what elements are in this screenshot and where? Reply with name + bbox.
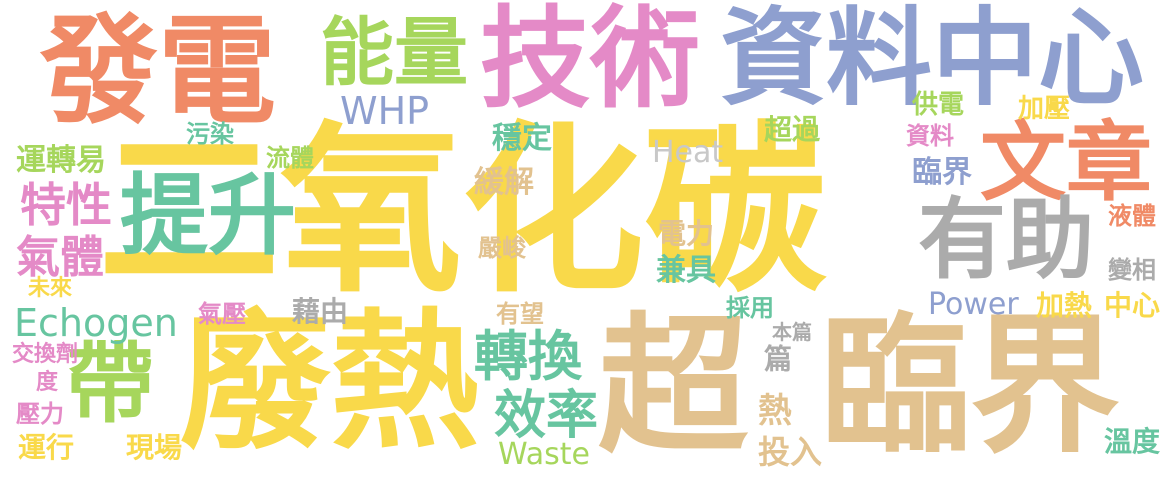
word-relieve: 緩解 — [474, 165, 534, 200]
word-co2: 二氧化碳 — [98, 105, 826, 317]
word-echogen: Echogen — [14, 301, 178, 345]
word-invest: 投入 — [758, 433, 823, 471]
word-power-generation: 發電 — [40, 2, 277, 140]
word-heat-char: 熱 — [758, 391, 792, 431]
word-data-center: 資料中心 — [720, 0, 1144, 120]
word-article: 文章 — [980, 113, 1152, 213]
word-pressure: 壓力 — [16, 400, 64, 428]
word-waste: Waste — [498, 437, 590, 472]
word-degree: 度 — [36, 370, 59, 395]
word-future: 未來 — [28, 276, 73, 301]
word-pollution: 污染 — [186, 120, 234, 148]
word-critical: 臨界 — [820, 300, 1121, 474]
word-site: 現場 — [126, 431, 183, 464]
word-running: 運行 — [18, 431, 75, 464]
word-technology: 技術 — [480, 0, 700, 123]
word-whp: WHP — [340, 89, 430, 133]
word-center: 中心 — [1104, 289, 1161, 322]
word-promising: 有望 — [496, 300, 544, 328]
word-heating: 加熱 — [1036, 289, 1093, 322]
word-efficiency: 效率 — [494, 386, 599, 446]
word-phase-change: 變相 — [1108, 256, 1156, 284]
word-critical-small: 臨界 — [912, 155, 972, 190]
word-bring: 帶 — [66, 332, 155, 435]
word-exchanger: 交換劑 — [12, 342, 79, 367]
word-operation-easy: 運轉易 — [16, 143, 106, 178]
word-improve: 提升 — [120, 164, 297, 267]
word-property: 特性 — [20, 178, 112, 232]
word-gas-pressure: 氣壓 — [198, 300, 246, 328]
word-electricity: 電力 — [658, 217, 715, 250]
word-adopt: 採用 — [726, 294, 774, 322]
word-exceed: 超過 — [764, 113, 821, 146]
word-power: Power — [928, 287, 1019, 322]
word-article-char: 篇 — [760, 344, 793, 372]
word-convert: 轉換 — [474, 325, 582, 388]
word-fluid: 流體 — [266, 144, 314, 172]
word-liquid: 液體 — [1108, 202, 1156, 230]
word-energy: 能量 — [320, 10, 468, 96]
word-stable: 穩定 — [492, 121, 552, 156]
word-heat: Heat — [652, 135, 724, 170]
word-pressurize: 加壓 — [1018, 94, 1071, 124]
word-both: 兼具 — [656, 253, 716, 288]
word-this-article: 本篇 — [772, 320, 812, 344]
word-waste-heat: 廢熱 — [180, 296, 481, 470]
word-gas: 氣體 — [16, 232, 104, 283]
word-through: 藉由 — [292, 295, 349, 328]
word-helpful: 有助 — [918, 188, 1095, 291]
word-data: 資料 — [906, 122, 954, 150]
word-severe: 嚴峻 — [478, 234, 526, 262]
word-super: 超 — [598, 300, 749, 474]
word-power-supply: 供電 — [912, 90, 965, 120]
word-temperature: 溫度 — [1104, 425, 1161, 458]
